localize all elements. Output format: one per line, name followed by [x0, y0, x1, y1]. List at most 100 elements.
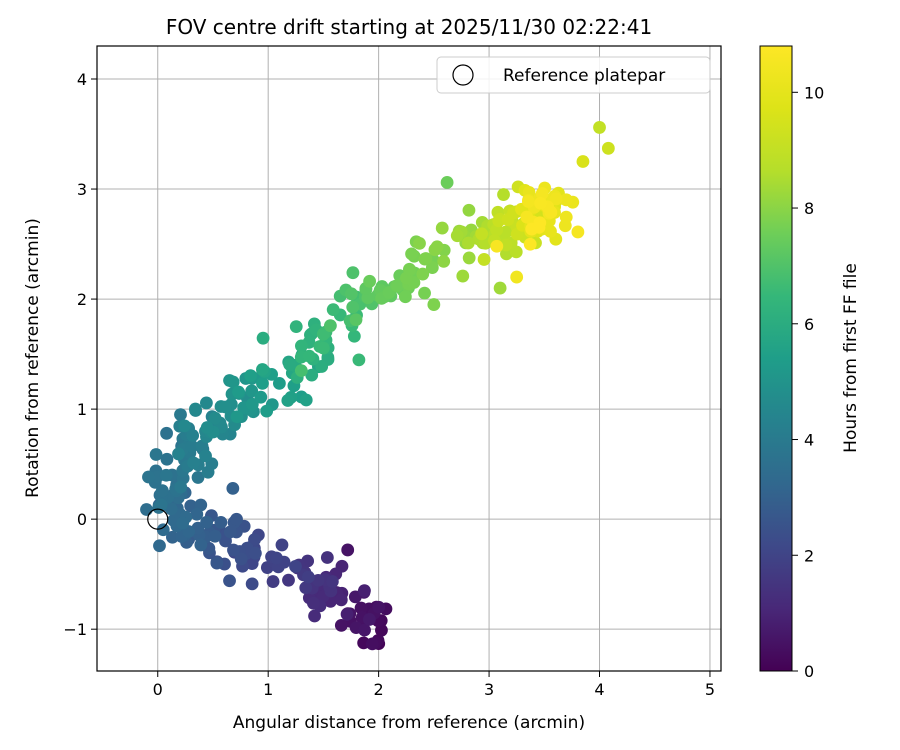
- data-point: [200, 396, 213, 410]
- data-point: [156, 523, 170, 537]
- y-tick-label: 2: [77, 290, 87, 309]
- data-point: [324, 319, 337, 333]
- data-point: [346, 300, 360, 314]
- data-point: [244, 369, 258, 383]
- data-point: [559, 210, 573, 224]
- data-point: [440, 176, 454, 189]
- data-point: [326, 303, 340, 317]
- x-tick-label: 0: [153, 680, 163, 699]
- y-tick-label: 0: [77, 510, 87, 529]
- data-point: [362, 613, 376, 626]
- data-point: [354, 601, 368, 615]
- data-point: [153, 539, 166, 553]
- data-point: [334, 618, 348, 632]
- data-point: [248, 533, 261, 547]
- legend-label: Reference platepar: [503, 66, 665, 86]
- data-point: [315, 360, 329, 373]
- legend-box: [436, 56, 711, 94]
- data-point: [334, 593, 348, 607]
- data-point: [245, 397, 259, 411]
- grid: [97, 46, 721, 671]
- data-point: [200, 515, 214, 529]
- data-point: [223, 525, 237, 539]
- data-point: [149, 448, 163, 461]
- data-point: [164, 502, 178, 516]
- data-point: [174, 408, 187, 421]
- data-point: [289, 560, 302, 573]
- data-point: [191, 471, 205, 484]
- data-point: [477, 253, 491, 266]
- data-point: [317, 341, 330, 355]
- data-point: [194, 538, 208, 552]
- data-point: [497, 188, 510, 201]
- data-point: [358, 623, 371, 637]
- data-point: [178, 419, 191, 433]
- reference-point-marker: [147, 508, 169, 530]
- data-point: [475, 227, 489, 241]
- data-point: [190, 507, 204, 521]
- data-point: [462, 203, 476, 217]
- data-point: [248, 546, 262, 560]
- data-point: [214, 515, 228, 529]
- data-point: [398, 290, 412, 304]
- legend-marker-icon: [452, 64, 474, 86]
- data-point: [435, 221, 449, 235]
- data-point: [234, 552, 248, 566]
- data-point: [593, 121, 606, 134]
- data-point: [372, 600, 386, 614]
- data-point: [347, 329, 361, 343]
- data-point: [510, 270, 524, 284]
- data-point: [160, 426, 173, 440]
- data-point: [208, 529, 222, 543]
- data-point: [223, 574, 236, 588]
- data-point: [576, 155, 590, 168]
- data-point: [413, 236, 426, 250]
- data-point: [294, 339, 308, 353]
- data-point: [419, 252, 433, 265]
- data-point: [176, 516, 190, 530]
- x-tick-label: 4: [594, 680, 604, 699]
- data-point: [499, 225, 513, 239]
- data-point: [461, 236, 475, 250]
- data-point: [571, 225, 585, 239]
- colorbar: 0 2 4 6 8 10 Hours from first FF file: [759, 45, 861, 681]
- data-point: [418, 286, 431, 300]
- y-axis-label: Rotation from reference (arcmin): [23, 218, 43, 498]
- data-point: [363, 274, 377, 288]
- data-point: [185, 439, 199, 453]
- data-point: [456, 269, 470, 283]
- points: [140, 121, 615, 651]
- data-point: [166, 530, 179, 544]
- colorbar-tick-label: 4: [804, 431, 814, 450]
- data-point: [301, 570, 315, 584]
- colorbar-tick-label: 10: [804, 83, 824, 102]
- data-point: [311, 574, 325, 587]
- data-point: [186, 429, 200, 442]
- x-tick-label: 1: [263, 680, 273, 699]
- data-point: [260, 404, 274, 418]
- data-point: [316, 327, 330, 341]
- data-point: [245, 384, 259, 398]
- data-point: [358, 584, 371, 598]
- data-point: [254, 390, 268, 404]
- colorbar-tick-label: 6: [804, 315, 814, 334]
- data-point: [430, 240, 444, 254]
- data-point: [226, 375, 240, 389]
- y-tick-label: 4: [77, 70, 87, 89]
- data-point: [299, 581, 313, 595]
- data-point: [344, 287, 358, 301]
- data-point: [245, 557, 259, 570]
- data-point: [199, 449, 212, 463]
- data-point: [437, 255, 451, 268]
- data-point: [187, 456, 200, 470]
- data-point: [341, 543, 355, 557]
- data-point: [299, 393, 313, 407]
- data-point: [532, 220, 546, 234]
- data-point: [230, 410, 244, 424]
- x-axis-label: Angular distance from reference (arcmin): [233, 713, 585, 733]
- colorbar-tick-label: 2: [804, 546, 814, 565]
- data-point: [521, 195, 535, 208]
- data-point: [535, 187, 549, 200]
- data-point: [523, 237, 537, 251]
